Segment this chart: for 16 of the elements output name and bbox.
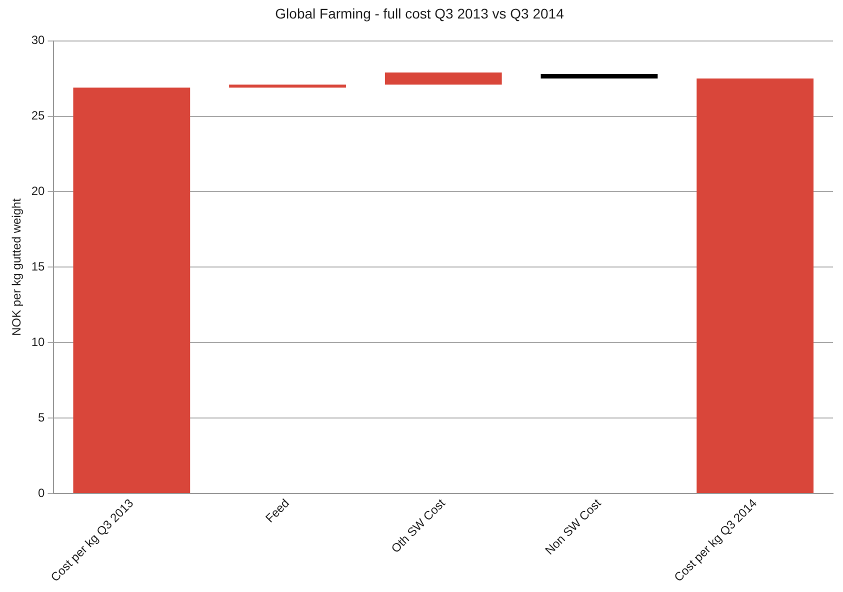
bar [540,74,658,79]
chart-title: Global Farming - full cost Q3 2013 vs Q3 2014 [275,5,564,22]
y-tick-label: 25 [31,108,46,123]
x-tick-label: Non SW Cost [542,496,604,558]
y-tick-label: 0 [38,486,46,500]
y-axis-title: NOK per kg gutted weight [10,198,24,336]
bar [73,88,190,494]
bar [384,72,502,85]
y-tick-label: 15 [31,259,46,274]
y-tick-label: 10 [31,334,46,349]
bar [229,84,346,88]
bar [696,78,814,494]
y-tick-label: 30 [31,33,46,48]
y-tick-label: 5 [38,410,46,424]
x-tick-label: Oth SW Cost [388,496,448,556]
y-tick-label: 20 [31,184,46,198]
